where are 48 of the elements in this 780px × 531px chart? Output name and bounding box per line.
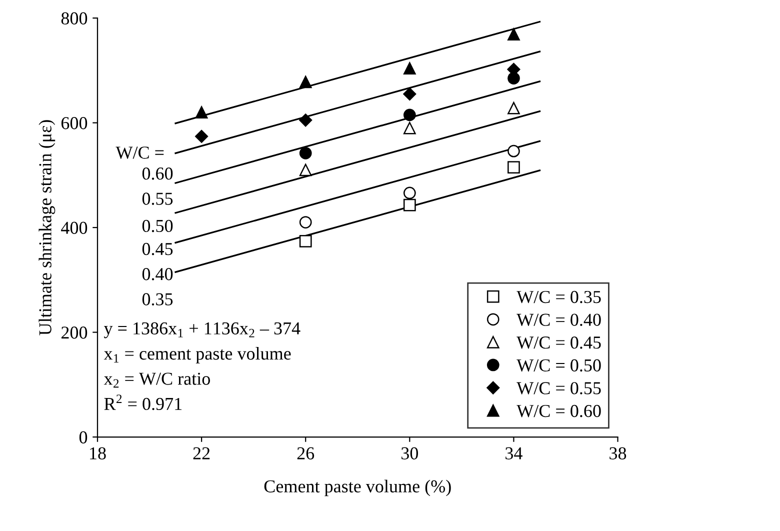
legend-label: W/C = 0.40 <box>516 314 601 326</box>
annotation: y = 1386x$_{1}$ + 1136x$_{2}$ – 374 <box>104 322 300 338</box>
x-tick-label: 18 <box>90 447 106 460</box>
y-tick-label: 400 <box>61 222 88 234</box>
x-axis-title: Cement paste volume (%) <box>264 480 451 496</box>
x-tick-label: 34 <box>506 447 522 460</box>
point <box>508 144 520 158</box>
legend-label: W/C = 0.45 <box>516 336 601 349</box>
point <box>299 76 312 88</box>
point <box>195 106 208 118</box>
point <box>403 87 416 101</box>
y-tick-label: 600 <box>61 117 88 130</box>
point <box>508 102 520 114</box>
x-tick-label: 30 <box>401 447 418 460</box>
annotation: 0.35 <box>142 293 173 306</box>
annotation: R$^{2}$ = 0.971 <box>104 394 182 410</box>
y-axis-title: Ultimate shrinkage strain (με) <box>38 120 56 336</box>
annotation: 0.55 <box>142 192 173 205</box>
y-tick-label: 0 <box>79 431 88 444</box>
point <box>403 62 416 75</box>
point <box>299 146 312 160</box>
annotation: 0.45 <box>142 242 173 256</box>
annotation: 0.60 <box>142 168 173 180</box>
point <box>299 216 312 228</box>
x-tick-label: 26 <box>297 447 314 460</box>
annotation: 0.50 <box>142 220 173 232</box>
point <box>403 198 416 212</box>
point <box>299 234 312 248</box>
legend-label: W/C = 0.50 <box>516 359 601 372</box>
point <box>299 114 312 127</box>
annotation: x$_{2}$ = W/C ratio <box>104 372 210 388</box>
point <box>403 108 416 122</box>
legend-label: W/C = 0.55 <box>516 382 601 394</box>
x-tick-label: 22 <box>193 447 210 460</box>
annotation: 0.40 <box>142 268 173 280</box>
point <box>508 28 520 40</box>
point <box>403 122 416 134</box>
point <box>195 130 208 143</box>
legend-label: W/C = 0.60 <box>516 404 601 418</box>
annotation: x$_{1}$ = cement paste volume <box>104 347 291 364</box>
y-tick-label: 800 <box>61 12 88 24</box>
point <box>508 161 520 174</box>
legend-label: W/C = 0.35 <box>516 290 601 304</box>
y-tick-label: 200 <box>61 326 88 339</box>
x-tick-label: 38 <box>610 447 626 460</box>
point <box>299 164 312 176</box>
annotation: W/C = <box>116 146 164 159</box>
point <box>403 186 416 200</box>
